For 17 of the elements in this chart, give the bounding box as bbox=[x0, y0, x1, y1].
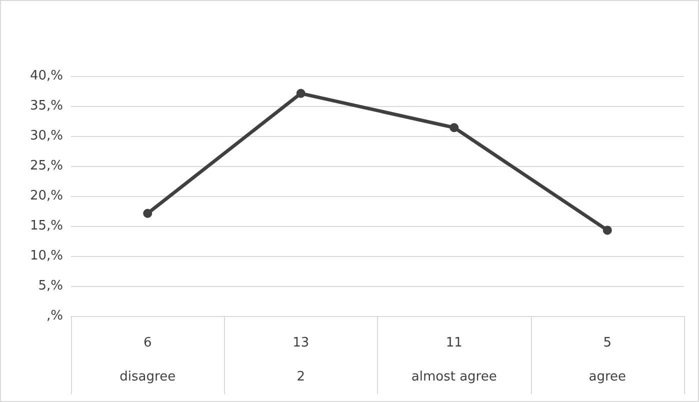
y-tick-label: 20,% bbox=[30, 188, 63, 204]
category-label: 5 agree bbox=[588, 336, 626, 384]
y-tick-label: 35,% bbox=[30, 98, 63, 114]
y-tick-label: 5,% bbox=[38, 278, 63, 294]
y-tick-label: 25,% bbox=[30, 158, 63, 174]
point bbox=[602, 226, 612, 235]
y-tick-label: 40,% bbox=[30, 68, 63, 84]
category-label: 13 2 bbox=[292, 336, 310, 384]
point bbox=[143, 208, 152, 218]
category-label: 6 disagree bbox=[120, 336, 176, 384]
y-tick-label: 15,% bbox=[30, 218, 63, 234]
y-tick-label: ,% bbox=[46, 308, 63, 324]
y-tick-label: 30,% bbox=[30, 128, 63, 144]
category-label: 11 almost agree bbox=[411, 336, 497, 384]
y-tick-label: 10,% bbox=[30, 248, 63, 264]
point bbox=[296, 88, 306, 98]
point bbox=[450, 123, 459, 132]
